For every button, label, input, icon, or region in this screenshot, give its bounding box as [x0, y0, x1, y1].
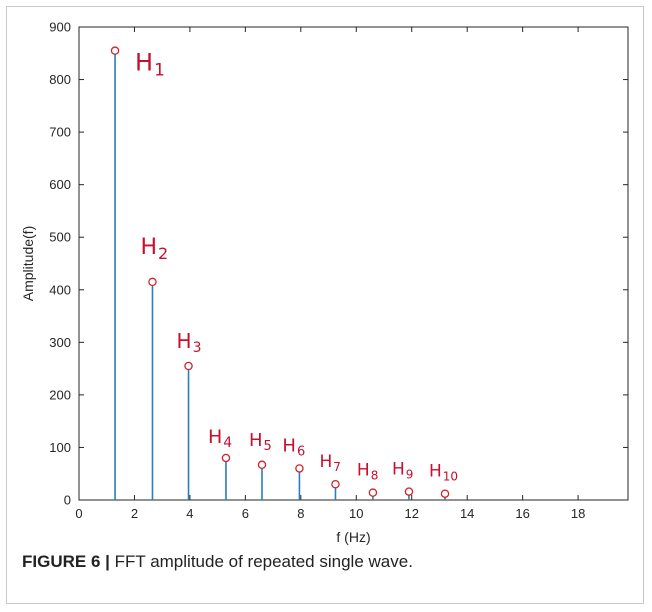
plot-area	[78, 26, 629, 501]
harmonic-label-subscript: 6	[297, 444, 305, 459]
harmonic-label-letter: H	[135, 49, 153, 77]
harmonic-label: H9	[392, 460, 413, 482]
stem-marker	[148, 277, 157, 287]
harmonic-label-subscript: 4	[223, 435, 232, 451]
harmonic-label-letter: H	[429, 462, 442, 482]
x-tick-label: 8	[297, 506, 304, 521]
harmonic-label: H7	[319, 452, 340, 474]
stem-marker	[440, 489, 450, 498]
x-tick-label: 10	[349, 506, 363, 521]
y-tick-label: 300	[49, 335, 71, 350]
harmonic-label-letter: H	[177, 329, 192, 353]
caption-prefix: FIGURE 6 |	[22, 552, 110, 571]
harmonic-label-subscript: 5	[264, 439, 272, 454]
x-axis-title: f (Hz)	[336, 529, 370, 545]
harmonic-label-subscript: 2	[158, 244, 168, 263]
stem-marker	[331, 479, 340, 489]
figure-caption: FIGURE 6 | FFT amplitude of repeated sin…	[22, 552, 413, 572]
harmonic-label: H2	[140, 235, 168, 263]
harmonic-label-letter: H	[319, 452, 332, 472]
harmonic-label: H1	[135, 49, 165, 81]
x-tick-label: 12	[404, 506, 418, 521]
harmonic-label-subscript: 10	[443, 470, 458, 484]
harmonic-label-letter: H	[357, 461, 370, 481]
harmonic-label: H8	[357, 461, 378, 483]
harmonic-label-subscript: 3	[193, 340, 202, 356]
x-tick-label: 2	[131, 506, 138, 521]
x-tick-label: 4	[186, 506, 193, 521]
harmonic-label-letter: H	[208, 426, 222, 448]
harmonic-label-letter: H	[392, 460, 405, 480]
stem-marker	[257, 460, 267, 470]
harmonic-label-subscript: 8	[371, 469, 379, 483]
y-tick-label: 200	[49, 387, 71, 402]
x-tick-label: 6	[242, 506, 249, 521]
y-tick-label: 700	[49, 125, 71, 140]
y-tick-label: 600	[49, 177, 71, 192]
harmonic-label-subscript: 9	[406, 468, 414, 482]
y-axis-title: Amplitude(f)	[20, 226, 36, 301]
stem-series	[110, 46, 450, 500]
harmonic-label-letter: H	[249, 430, 263, 451]
caption-text: FFT amplitude of repeated single wave.	[114, 552, 413, 571]
x-tick-label: 16	[515, 506, 529, 521]
stem-marker	[368, 488, 378, 497]
y-tick-label: 100	[49, 440, 71, 455]
y-tick-label: 800	[49, 72, 71, 87]
y-tick-label: 900	[49, 20, 71, 35]
harmonic-label: H10	[429, 462, 458, 484]
y-tick-label: 0	[64, 493, 71, 508]
harmonic-label: H3	[177, 329, 202, 356]
stem-marker	[184, 361, 193, 371]
y-tick-label: 500	[49, 230, 71, 245]
axes: 0 2 4 6 8 10 12 14 16 180100200300400500600700800…	[49, 20, 629, 521]
harmonic-label-letter: H	[140, 235, 157, 260]
x-tick-label: 18	[571, 506, 585, 521]
harmonic-label-letter: H	[282, 435, 296, 456]
harmonic-label: H4	[208, 426, 232, 451]
harmonic-label-subscript: 7	[333, 460, 341, 474]
stem-marker	[110, 46, 120, 55]
harmonic-label: H6	[282, 435, 305, 459]
stem-marker	[404, 487, 414, 496]
x-tick-label: 14	[460, 506, 474, 521]
stem-marker	[295, 464, 304, 473]
harmonic-label-subscript: 1	[154, 61, 165, 81]
harmonic-label: H5	[249, 430, 272, 454]
x-tick-label: 0	[75, 506, 82, 521]
stem-marker	[221, 453, 231, 463]
y-tick-label: 400	[49, 282, 71, 297]
